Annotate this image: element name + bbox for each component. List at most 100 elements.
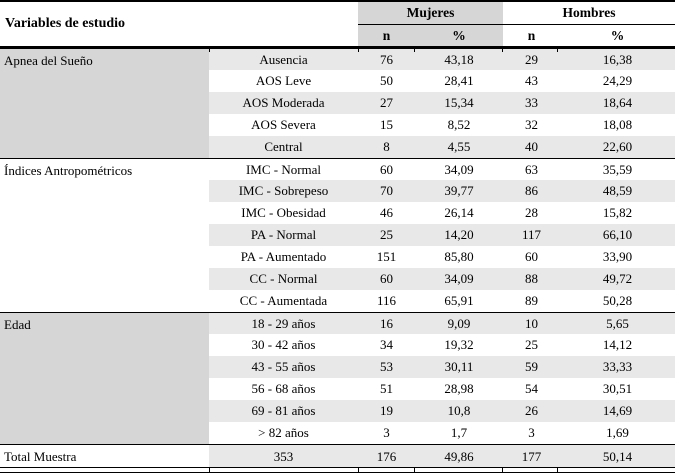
mujeres-n-cell: 60 xyxy=(358,158,415,180)
table-row: PA - Normal 25 14,20 117 66,10 xyxy=(0,224,675,246)
hombres-pct-cell: 48,59 xyxy=(560,180,675,202)
header-hombres-n: n xyxy=(503,25,561,48)
column-divider-tick xyxy=(358,48,359,52)
row-label: PA - Aumentado xyxy=(240,249,327,264)
hombres-n-cell: 3 xyxy=(528,425,535,440)
mujeres-n-cell: 46 xyxy=(380,205,393,220)
mujeres-n-cell: 53 xyxy=(358,356,415,378)
total-mujeres-pct: 49,86 xyxy=(415,444,504,467)
hombres-pct-cell: 35,59 xyxy=(560,158,675,180)
mujeres-n-cell: 34 xyxy=(380,337,393,352)
column-divider-tick xyxy=(414,468,415,472)
hombres-pct-cell: 1,69 xyxy=(606,425,629,440)
table-row: PA - Aumentado 151 85,80 60 33,90 xyxy=(0,246,675,268)
row-label: IMC - Obesidad xyxy=(241,205,326,220)
table-row: 43 - 55 años 53 30,11 59 33,33 xyxy=(0,356,675,378)
hombres-n-cell: 25 xyxy=(525,337,539,352)
mujeres-pct-cell: 4,55 xyxy=(415,136,504,158)
row-label: AOS Moderada xyxy=(209,92,358,114)
hombres-n-cell: 60 xyxy=(525,249,539,264)
mujeres-pct-cell: 39,77 xyxy=(415,180,504,202)
table-body: Apnea del Sueño Ausencia 76 43,18 29 16,38 AOS… xyxy=(0,48,675,444)
mujeres-pct-cell: 19,32 xyxy=(444,337,474,352)
row-label: AOS Severa xyxy=(251,117,316,132)
table-row: 30 - 42 años 34 19,32 25 14,12 xyxy=(0,334,675,356)
header-variables-de-estudio: Variables de estudio xyxy=(0,2,358,48)
hombres-n-cell: 59 xyxy=(503,356,561,378)
table-bottom-border xyxy=(0,467,675,473)
header-mujeres: Mujeres xyxy=(358,2,504,25)
column-divider-tick xyxy=(502,468,503,472)
table-row: IMC - Obesidad 46 26,14 28 15,82 xyxy=(0,202,675,224)
mujeres-pct-cell: 10,8 xyxy=(415,400,504,422)
row-label: AOS Leve xyxy=(255,73,312,88)
hombres-n-cell: 63 xyxy=(503,158,561,180)
row-label: 18 - 29 años xyxy=(209,312,358,334)
mujeres-pct-cell: 85,80 xyxy=(444,249,474,264)
mujeres-n-cell: 27 xyxy=(358,92,415,114)
table-row: CC - Normal 60 34,09 88 49,72 xyxy=(0,268,675,290)
mujeres-pct-cell: 15,34 xyxy=(415,92,504,114)
hombres-pct-cell: 14,69 xyxy=(560,400,675,422)
hombres-pct-cell: 15,82 xyxy=(602,205,633,220)
total-mujeres-n: 176 xyxy=(358,444,415,467)
mujeres-pct-cell: 14,20 xyxy=(415,224,504,246)
group-cell: Edad xyxy=(0,312,209,444)
hombres-pct-cell: 5,65 xyxy=(560,312,675,334)
column-divider-tick xyxy=(209,48,210,52)
hombres-n-cell: 86 xyxy=(503,180,561,202)
row-label: 30 - 42 años xyxy=(251,337,316,352)
table-row: 56 - 68 años 51 28,98 54 30,51 xyxy=(0,378,675,400)
mujeres-pct-cell: 34,09 xyxy=(415,268,504,290)
hombres-n-cell: 40 xyxy=(503,136,561,158)
hombres-n-cell: 117 xyxy=(503,224,561,246)
header-row-subcolumns: n % n % xyxy=(0,25,675,48)
table-row: AOS Leve 50 28,41 43 24,29 xyxy=(0,70,675,92)
table-row: Central 8 4,55 40 22,60 xyxy=(0,136,675,158)
group-cell: Apnea del Sueño xyxy=(0,48,209,158)
row-label: 56 - 68 años xyxy=(251,381,316,396)
mujeres-n-cell: 70 xyxy=(358,180,415,202)
mujeres-pct-cell: 43,18 xyxy=(415,48,504,70)
total-hombres-n: 177 xyxy=(503,444,561,467)
row-label: 43 - 55 años xyxy=(209,356,358,378)
mujeres-pct-cell: 26,14 xyxy=(444,205,474,220)
total-n-cell: 353 xyxy=(209,444,358,467)
column-divider-tick xyxy=(557,468,558,472)
hombres-pct-cell: 66,10 xyxy=(560,224,675,246)
hombres-n-cell: 88 xyxy=(503,268,561,290)
hombres-pct-cell: 50,28 xyxy=(602,293,633,308)
header-row-groups: Variables de estudio Mujeres Hombres xyxy=(0,2,675,48)
mujeres-n-cell: 50 xyxy=(380,73,393,88)
hombres-n-cell: 54 xyxy=(525,381,539,396)
column-divider-tick xyxy=(557,48,558,52)
row-label: IMC - Sobrepeso xyxy=(209,180,358,202)
hombres-n-cell: 26 xyxy=(503,400,561,422)
table-row: AOS Severa 15 8,52 32 18,08 xyxy=(0,114,675,136)
hombres-n-cell: 43 xyxy=(525,73,539,88)
hombres-n-cell: 29 xyxy=(503,48,561,70)
total-row: Total Muestra 353 176 49,86 177 50,14 xyxy=(0,444,675,467)
mujeres-n-cell: 3 xyxy=(383,425,390,440)
hombres-pct-cell: 14,12 xyxy=(602,337,633,352)
mujeres-n-cell: 116 xyxy=(376,293,397,308)
mujeres-n-cell: 15 xyxy=(380,117,393,132)
hombres-n-cell: 28 xyxy=(525,205,539,220)
column-divider-tick xyxy=(414,48,415,52)
table-row: IMC - Sobrepeso 70 39,77 86 48,59 xyxy=(0,180,675,202)
column-divider-tick xyxy=(358,468,359,472)
row-label: 69 - 81 años xyxy=(209,400,358,422)
mujeres-pct-cell: 9,09 xyxy=(415,312,504,334)
hombres-n-cell: 33 xyxy=(503,92,561,114)
total-label-cell: Total Muestra xyxy=(0,444,209,467)
mujeres-n-cell: 151 xyxy=(376,249,397,264)
mujeres-pct-cell: 8,52 xyxy=(447,117,471,132)
row-label: Central xyxy=(209,136,358,158)
header-mujeres-pct: % xyxy=(415,25,504,48)
table-row: Apnea del Sueño Ausencia 76 43,18 29 16,38 xyxy=(0,48,675,158)
hombres-n-cell: 89 xyxy=(525,293,539,308)
hombres-pct-cell: 33,90 xyxy=(602,249,633,264)
column-divider-tick xyxy=(502,48,503,52)
